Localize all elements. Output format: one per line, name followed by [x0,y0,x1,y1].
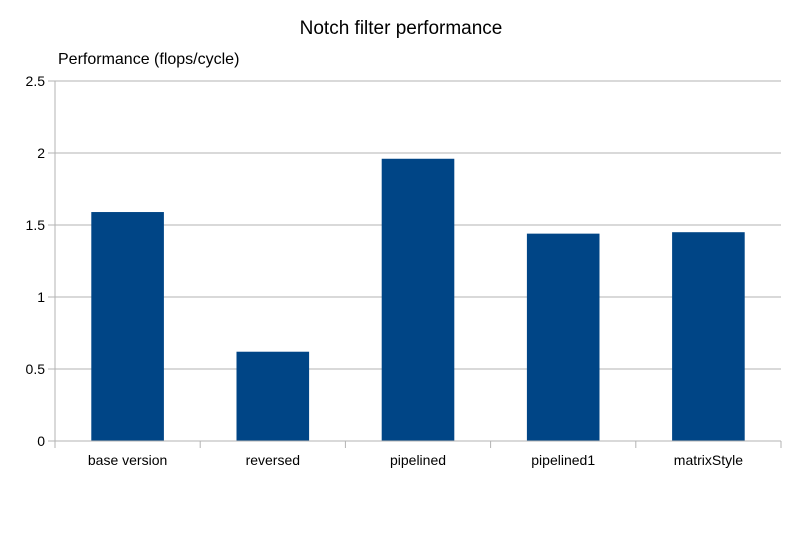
y-tick-label: 0.5 [26,361,46,377]
y-tick-labels: 0 0.5 1 1.5 2 2.5 [26,73,46,449]
x-tick-labels: base version reversed pipelined pipelined1 m… [88,452,743,468]
bar [526,233,600,441]
x-tick-label: pipelined [390,452,446,468]
bar [91,212,164,441]
x-tick-label: base version [88,452,167,468]
x-tick-label: reversed [246,452,300,468]
y-axis-label: Performance (flops/cycle) [58,51,239,68]
bar [381,158,455,441]
bars [91,158,745,441]
bar [236,351,310,441]
x-tick-label: matrixStyle [674,452,743,468]
y-tick-label: 1.5 [26,217,46,233]
y-tick-label: 1 [37,289,45,305]
bar [672,232,745,441]
axes [48,80,782,448]
y-tick-label: 0 [37,433,45,449]
y-tick-label: 2 [37,145,45,161]
chart-title: Notch filter performance [300,18,503,39]
x-tick-label: pipelined1 [531,452,595,468]
y-tick-label: 2.5 [26,73,46,89]
